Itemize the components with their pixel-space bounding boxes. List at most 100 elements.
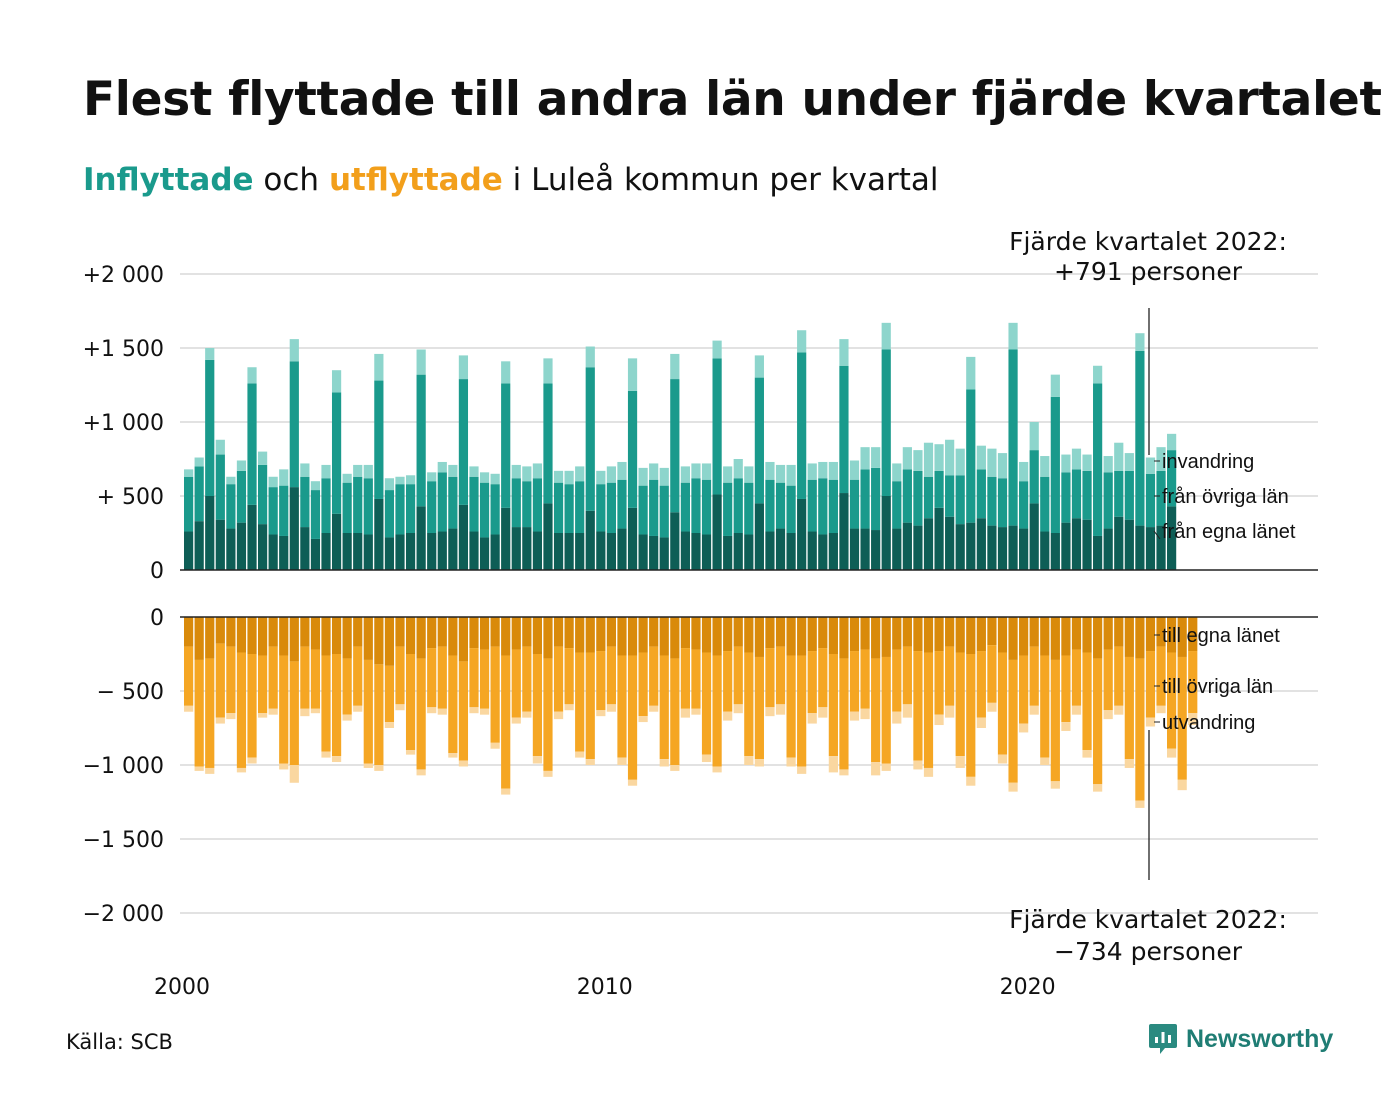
- bar-out-ovriga-lan: [575, 652, 585, 752]
- bar-in-ovriga-lan: [479, 482, 490, 538]
- bar-in-ovriga-lan: [1093, 383, 1103, 536]
- bar-in-egna-lanet: [247, 504, 257, 570]
- bar-out-ovriga-lan: [458, 661, 469, 761]
- bar-out-utvandring: [913, 760, 923, 770]
- bar-out-ovriga-lan: [723, 651, 733, 712]
- bar-in-invandring: [754, 355, 764, 378]
- bar-in-invandring: [913, 450, 923, 471]
- bar-in-ovriga-lan: [257, 464, 268, 525]
- bar-in-invandring: [511, 464, 521, 479]
- bar-in-egna-lanet: [987, 525, 997, 570]
- bar-out-egna-lanet: [331, 617, 342, 654]
- bar-out-ovriga-lan: [236, 652, 247, 768]
- bar-in-invandring: [448, 464, 458, 477]
- bar-out-egna-lanet: [849, 617, 860, 652]
- bar-in-invandring: [1040, 456, 1050, 477]
- bar-in-egna-lanet: [279, 535, 289, 570]
- bar-in-egna-lanet: [723, 535, 733, 570]
- bar-out-utvandring: [194, 766, 204, 771]
- y-tick-top: +1 500: [83, 337, 164, 362]
- bar-in-ovriga-lan: [342, 482, 352, 533]
- bar-in-egna-lanet: [427, 533, 437, 570]
- subtitle-utflyttade: utflyttade: [328, 162, 503, 198]
- annotation-bottom: −734 personer: [1054, 937, 1243, 966]
- bar-in-egna-lanet: [638, 534, 648, 570]
- bar-out-utvandring: [1124, 759, 1134, 768]
- bar-out-utvandring: [881, 763, 891, 771]
- bar-out-ovriga-lan: [670, 658, 680, 765]
- segment-label-bottom: utvandring: [1162, 712, 1255, 734]
- bar-out-utvandring: [353, 705, 363, 712]
- bar-in-invandring: [744, 466, 754, 483]
- bar-in-invandring: [575, 466, 585, 482]
- bar-in-egna-lanet: [733, 533, 743, 570]
- bar-out-egna-lanet: [437, 617, 447, 647]
- bar-out-egna-lanet: [1008, 617, 1018, 660]
- bar-in-ovriga-lan: [712, 358, 722, 495]
- bar-in-egna-lanet: [479, 537, 490, 570]
- bar-in-egna-lanet: [395, 534, 405, 570]
- bar-out-egna-lanet: [1093, 617, 1103, 659]
- bar-in-invandring: [733, 459, 743, 479]
- subtitle-inflyttade: Inflyttade: [83, 162, 254, 198]
- bar-in-egna-lanet: [1167, 506, 1177, 570]
- bar-in-invandring: [723, 466, 733, 483]
- bar-out-ovriga-lan: [1156, 646, 1166, 706]
- bar-out-egna-lanet: [1114, 617, 1124, 647]
- bar-out-utvandring: [257, 713, 268, 718]
- bar-out-utvandring: [437, 708, 447, 715]
- bar-out-ovriga-lan: [839, 658, 849, 770]
- bar-out-utvandring: [955, 756, 965, 768]
- bar-in-egna-lanet: [532, 531, 543, 570]
- bar-in-egna-lanet: [543, 503, 553, 570]
- bar-out-utvandring: [723, 711, 733, 721]
- bar-out-utvandring: [1029, 705, 1039, 715]
- bar-in-ovriga-lan: [976, 469, 986, 519]
- bar-in-ovriga-lan: [363, 478, 373, 535]
- bar-in-invandring: [300, 463, 310, 477]
- bar-in-ovriga-lan: [416, 374, 426, 507]
- bar-out-ovriga-lan: [955, 652, 965, 757]
- bar-out-egna-lanet: [1135, 617, 1145, 659]
- bar-out-egna-lanet: [384, 617, 395, 666]
- annotation-top: Fjärde kvartalet 2022:: [1009, 227, 1287, 256]
- bar-in-ovriga-lan: [353, 476, 363, 533]
- bar-out-ovriga-lan: [849, 651, 860, 712]
- bar-in-egna-lanet: [331, 513, 342, 570]
- bar-in-invandring: [617, 461, 627, 480]
- bar-out-egna-lanet: [289, 617, 299, 662]
- bar-in-egna-lanet: [1145, 527, 1156, 570]
- bar-in-invandring: [331, 370, 342, 393]
- axis-layer: +2 000 +1 500 +1 000 + 500 0 0 − 500 −1 000 −1 5…: [83, 263, 1318, 1000]
- bar-in-egna-lanet: [363, 534, 373, 570]
- bar-out-egna-lanet: [754, 617, 764, 657]
- bar-out-egna-lanet: [881, 617, 891, 657]
- bar-in-ovriga-lan: [300, 476, 310, 528]
- bar-in-invandring: [765, 461, 775, 480]
- annotation-top: +791 personer: [1054, 257, 1243, 286]
- bar-out-utvandring: [405, 750, 416, 755]
- chart-subtitle: Inflyttade och utflyttade i Luleå kommun…: [83, 162, 939, 198]
- bar-out-egna-lanet: [1082, 617, 1092, 653]
- bar-in-egna-lanet: [797, 498, 807, 570]
- bar-out-ovriga-lan: [1071, 649, 1082, 706]
- bar-out-egna-lanet: [310, 617, 321, 650]
- bar-out-utvandring: [606, 704, 616, 712]
- brand[interactable]: Newsworthy: [1148, 1022, 1333, 1056]
- bar-out-ovriga-lan: [1093, 658, 1103, 785]
- bar-out-egna-lanet: [871, 617, 881, 659]
- bar-in-invandring: [966, 356, 976, 390]
- bar-out-ovriga-lan: [427, 648, 437, 708]
- bar-in-egna-lanet: [553, 533, 564, 570]
- bar-in-ovriga-lan: [289, 361, 299, 488]
- y-tick-bottom: − 500: [97, 680, 164, 705]
- bar-out-utvandring: [1135, 800, 1145, 808]
- bar-in-ovriga-lan: [1071, 469, 1082, 519]
- bar-in-ovriga-lan: [902, 469, 912, 523]
- bar-in-invandring: [786, 464, 796, 486]
- bar-out-egna-lanet: [617, 617, 627, 656]
- bar-in-ovriga-lan: [828, 479, 838, 533]
- bar-out-egna-lanet: [257, 617, 268, 656]
- bar-in-invandring: [194, 457, 204, 467]
